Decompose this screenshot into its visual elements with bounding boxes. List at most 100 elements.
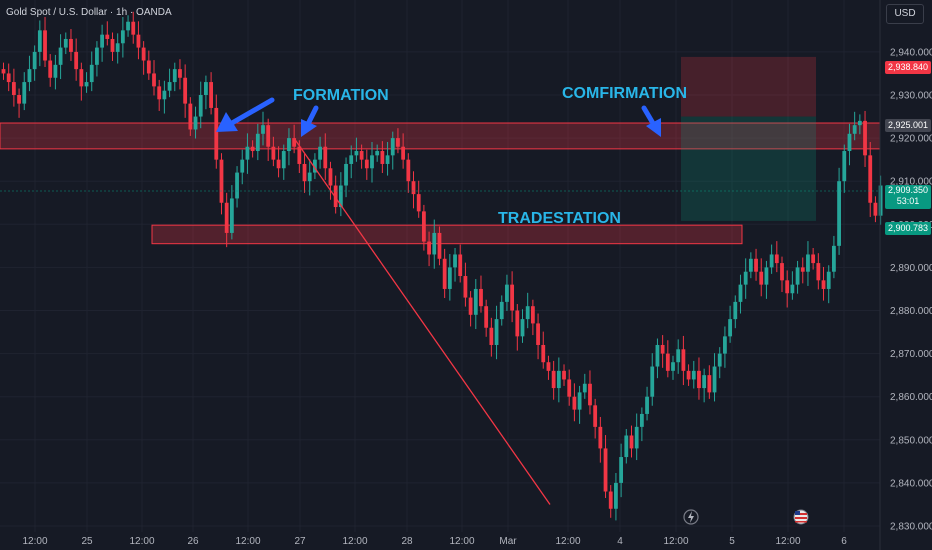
candle-body [697,370,701,389]
candle-body [105,34,110,39]
candle-body [671,362,675,371]
candle-body [131,21,136,35]
candle-body [89,64,94,83]
candle-body [198,95,203,117]
candle-body [790,284,795,294]
y-tick-label: 2,850.000 [890,435,932,446]
candle-body [411,181,416,195]
candle-body [224,202,229,233]
candle-body [624,435,629,458]
candle-body [676,349,681,363]
y-tick-label: 2,840.000 [890,478,932,489]
trend-line [293,137,551,505]
x-tick-label: 12:00 [555,536,580,547]
y-tick-label: 2,880.000 [890,306,932,317]
candle-body [235,172,239,199]
currency-button[interactable]: USD [886,4,924,24]
y-tick-label: 2,860.000 [890,392,932,403]
candle-body [11,82,16,95]
candle-body [359,151,364,160]
annotation-formation: FORMATION [293,87,389,104]
candle-body [712,366,717,393]
candle-body [120,30,125,44]
candle-body [614,482,618,509]
candle-body [479,288,483,307]
candle-body [214,107,219,160]
lightning-icon[interactable] [683,509,699,525]
candle-body [69,38,73,52]
x-tick-label: 12:00 [235,536,260,547]
zone-support [151,224,743,245]
candle-body [567,379,572,397]
candle-body [421,211,426,242]
price-axis[interactable]: 2,830.000 2,840.000 2,850.000 2,860.000 2,87… [890,47,932,532]
candle-body [494,319,499,345]
candle-body [499,301,504,320]
candle-body [608,491,613,509]
candle-body [152,73,156,87]
candle-body [58,47,63,65]
candle-body [219,159,224,203]
candle-body [733,301,738,320]
y-tick-label: 2,890.000 [890,263,932,274]
x-tick-label: 25 [81,536,93,547]
candle-body [281,151,286,169]
candle-body [115,43,120,52]
candle-body [681,349,686,371]
candle-body [800,267,805,272]
candle-body [484,306,489,328]
candle-body [458,254,463,277]
candle-body [551,370,556,389]
candle-body [629,435,634,449]
x-tick-label: 12:00 [342,536,367,547]
candle-body [209,82,213,108]
zone-resistance [0,122,881,150]
candle-body [229,198,234,233]
candle-body [6,73,11,83]
candle-body [821,280,826,289]
time-axis[interactable]: 12:00 25 12:00 26 12:00 27 12:00 28 12:00 Mar 12:0… [22,536,847,547]
candle-body [146,60,151,74]
candle-body [188,103,193,130]
candle-body [691,370,696,380]
candle-body [530,306,535,324]
candle-body [240,159,245,173]
candle-body [250,146,255,152]
candle-body [193,116,198,130]
candle-body [126,21,130,31]
candle-body [665,353,670,371]
candle-body [390,138,395,156]
symbol-title[interactable]: Gold Spot / U.S. Dollar · 1h · OANDA [6,7,172,18]
candle-body [141,47,146,61]
candle-body [769,254,774,268]
candle-body [473,288,478,315]
candle-body [276,159,281,169]
candle-body [774,254,779,264]
candle-body [302,163,307,182]
candle-body [432,232,437,255]
candle-body [852,125,857,134]
candle-body [520,319,525,337]
candle-body [333,185,338,208]
candle-body [546,362,551,371]
candle-body [401,146,406,160]
candle-body [183,77,188,104]
candle-body [178,69,182,78]
x-tick-label: 12:00 [775,536,800,547]
candle-body [245,146,250,160]
candle-body [437,232,442,259]
candle-body [857,120,862,126]
grid-lines [0,0,880,532]
us-flag-icon[interactable] [793,509,809,525]
candle-body [266,125,271,147]
zone-target [681,116,816,221]
candle-body [349,155,354,164]
candle-body [686,370,691,380]
candle-body [375,151,380,156]
candle-body [354,151,359,156]
candle-body [468,297,473,315]
candle-body [873,202,878,216]
x-tick-label: 12:00 [449,536,474,547]
candle-body [74,51,79,70]
